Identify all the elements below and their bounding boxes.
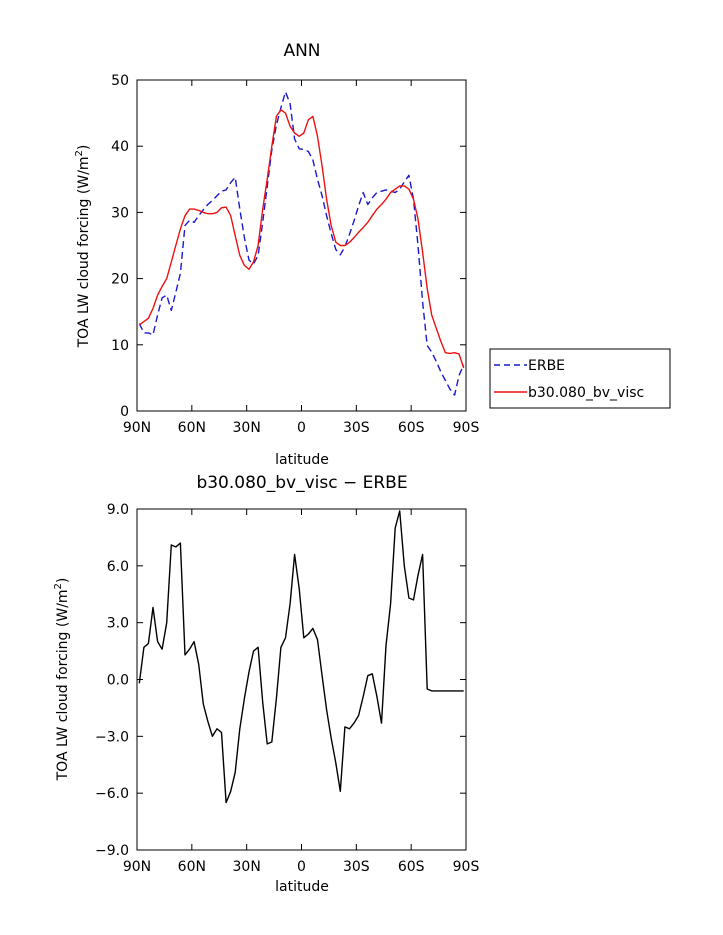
top-y-tick-label: 20 — [111, 272, 129, 288]
top-x-axis-label: latitude — [275, 452, 329, 468]
bottom-y-axis-ticks: −9.0 −6.0 −3.0 0.0 3.0 6.0 9.0 — [95, 502, 466, 859]
bottom-x-axis-label: latitude — [275, 879, 329, 895]
top-y-tick-label: 0 — [120, 404, 129, 420]
bottom-y-tick-label: 0.0 — [107, 673, 129, 689]
top-y-tick-label: 10 — [111, 338, 129, 354]
top-panel: ANN 0 10 20 30 40 50 90N 60N 30N 0 30S 60S 90S lati… — [74, 41, 671, 468]
bottom-plot-frame — [136, 508, 467, 851]
series-line-b30-080-bv-visc-erbe — [138, 510, 464, 804]
bottom-x-tick-label: 30N — [233, 859, 261, 875]
bottom-x-tick-label: 90S — [453, 859, 480, 875]
bottom-x-tick-label: 60N — [178, 859, 206, 875]
top-x-tick-label: 60N — [178, 420, 206, 436]
bottom-x-tick-label: 60S — [398, 859, 425, 875]
top-x-tick-label: 90S — [453, 420, 480, 436]
legend-frame — [489, 348, 671, 409]
bottom-y-axis-label-main: TOA LW cloud forcing (W/m — [55, 589, 71, 781]
top-y-axis-ticks: 0 10 20 30 40 50 — [111, 73, 466, 420]
top-y-tick-label: 50 — [111, 73, 129, 89]
bottom-y-tick-label: −3.0 — [95, 729, 129, 745]
top-y-axis-label-end: ) — [76, 145, 92, 150]
top-y-axis-label-main: TOA LW cloud forcing (W/m — [76, 156, 92, 348]
top-y-axis-label-sup: 2 — [74, 150, 85, 156]
bottom-x-axis-ticks: 90N 60N 30N 0 30S 60S 90S — [123, 509, 480, 875]
top-series-lines — [138, 91, 465, 396]
legend-label-model: b30.080_bv_visc — [528, 385, 644, 401]
bottom-y-axis-label-end: ) — [55, 578, 71, 583]
bottom-panel: b30.080_bv_visc − ERBE −9.0 −6.0 −3.0 0.0 3.… — [53, 473, 479, 895]
bottom-series-lines — [138, 510, 464, 804]
bottom-x-tick-label: 90N — [123, 859, 151, 875]
top-x-tick-label: 30S — [343, 420, 370, 436]
top-y-tick-label: 40 — [111, 139, 129, 155]
top-x-axis-ticks: 90N 60N 30N 0 30S 60S 90S — [123, 80, 480, 436]
legend-label-erbe: ERBE — [528, 358, 565, 374]
top-y-axis-label: TOA LW cloud forcing (W/m2) — [74, 145, 92, 349]
top-x-tick-label: 0 — [297, 420, 306, 436]
top-x-tick-label: 60S — [398, 420, 425, 436]
bottom-x-tick-label: 30S — [343, 859, 370, 875]
top-chart-title: ANN — [283, 41, 320, 61]
series-line-b30-080-bv-visc — [138, 109, 465, 369]
bottom-y-tick-label: −9.0 — [95, 843, 129, 859]
series-line-erbe — [138, 91, 465, 396]
bottom-chart-title: b30.080_bv_visc − ERBE — [196, 473, 407, 493]
bottom-y-tick-label: 6.0 — [107, 559, 129, 575]
top-x-tick-label: 90N — [123, 420, 151, 436]
legend: ERBE b30.080_bv_visc — [489, 348, 671, 409]
top-x-tick-label: 30N — [233, 420, 261, 436]
bottom-y-tick-label: −6.0 — [95, 786, 129, 802]
bottom-y-tick-label: 9.0 — [107, 502, 129, 518]
bottom-y-axis-label: TOA LW cloud forcing (W/m2) — [53, 578, 71, 782]
top-plot-frame — [136, 79, 467, 412]
bottom-x-tick-label: 0 — [297, 859, 306, 875]
bottom-y-tick-label: 3.0 — [107, 616, 129, 632]
bottom-y-axis-label-sup: 2 — [53, 583, 64, 589]
top-y-tick-label: 30 — [111, 205, 129, 221]
